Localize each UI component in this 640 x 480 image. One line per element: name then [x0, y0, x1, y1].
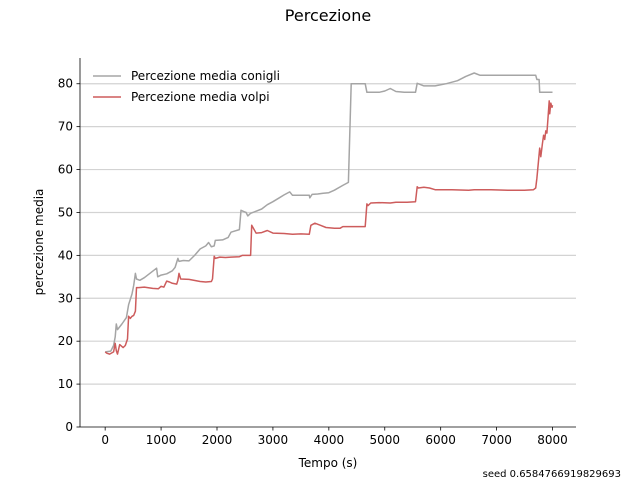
- x-tick-label: 0: [101, 433, 109, 447]
- x-tick-label: 1000: [146, 433, 177, 447]
- series-line-0: [105, 72, 553, 353]
- y-tick-label: 0: [65, 420, 73, 434]
- x-tick-label: 6000: [425, 433, 456, 447]
- chart-title: Percezione: [285, 6, 371, 25]
- y-tick-label: 20: [58, 334, 73, 348]
- y-tick-label: 40: [58, 248, 73, 262]
- x-axis-label: Tempo (s): [298, 456, 358, 470]
- series-layer: [104, 72, 554, 355]
- grid-lines: [80, 83, 576, 385]
- x-tick-label: 3000: [258, 433, 289, 447]
- seed-footnote: seed 0.6584766919829693: [483, 469, 621, 480]
- y-tick-label: 10: [58, 377, 73, 391]
- series-line-1: [104, 100, 554, 355]
- legend-label-conigli: Percezione media conigli: [131, 69, 280, 83]
- y-tick-label: 50: [58, 205, 73, 219]
- y-tick-label: 80: [58, 77, 73, 91]
- x-tick-label: 2000: [202, 433, 233, 447]
- legend: Percezione media conigli Percezione medi…: [93, 69, 280, 104]
- legend-label-volpi: Percezione media volpi: [131, 90, 270, 104]
- y-axis-label: percezione media: [32, 189, 46, 296]
- y-tick-label: 60: [58, 163, 73, 177]
- y-tick-label: 30: [58, 291, 73, 305]
- axes: [79, 58, 576, 428]
- x-ticks: 0 1000 2000 3000 4000 5000 6000 7000 8000: [101, 427, 568, 447]
- x-tick-label: 8000: [537, 433, 568, 447]
- x-tick-label: 5000: [369, 433, 400, 447]
- y-tick-label: 70: [58, 120, 73, 134]
- x-tick-label: 7000: [481, 433, 512, 447]
- x-tick-label: 4000: [314, 433, 345, 447]
- y-ticks: 0 10 20 30 40 50 60 70 80: [58, 77, 80, 434]
